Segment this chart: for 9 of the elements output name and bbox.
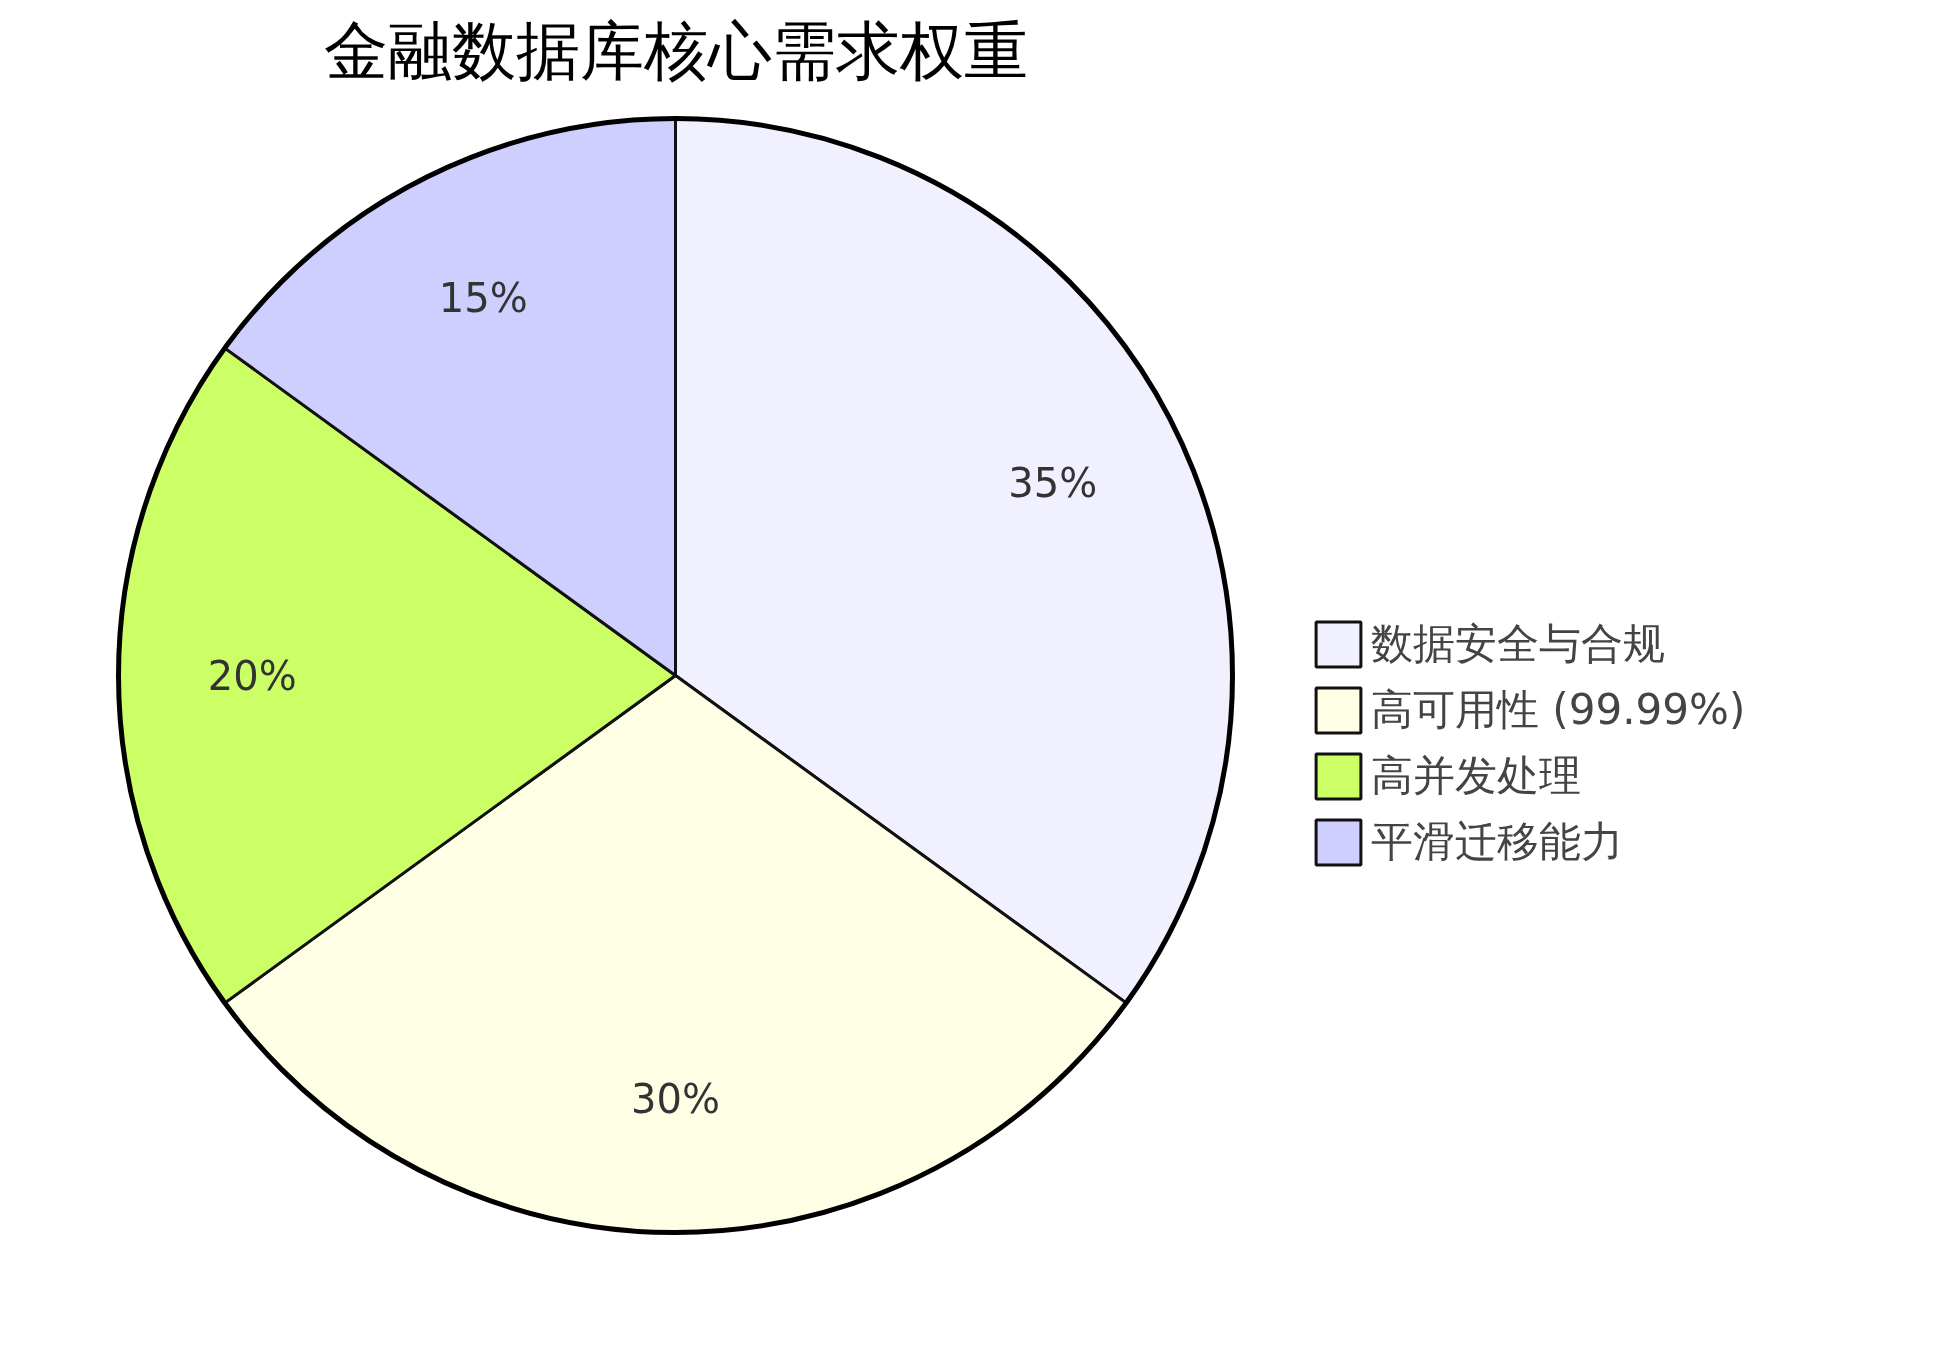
data-label: 20%: [207, 652, 297, 699]
data-label: 30%: [631, 1075, 720, 1122]
legend-label: 平滑迁移能力: [1371, 816, 1623, 868]
data-label: 35%: [1008, 460, 1098, 507]
data-label: 15%: [438, 275, 528, 322]
legend-label: 高可用性 (99.99%): [1371, 684, 1746, 736]
legend-label: 高并发处理: [1371, 750, 1581, 802]
legend-label: 数据安全与合规: [1371, 618, 1665, 670]
chart-title: 金融数据库核心需求权重: [323, 13, 1028, 88]
